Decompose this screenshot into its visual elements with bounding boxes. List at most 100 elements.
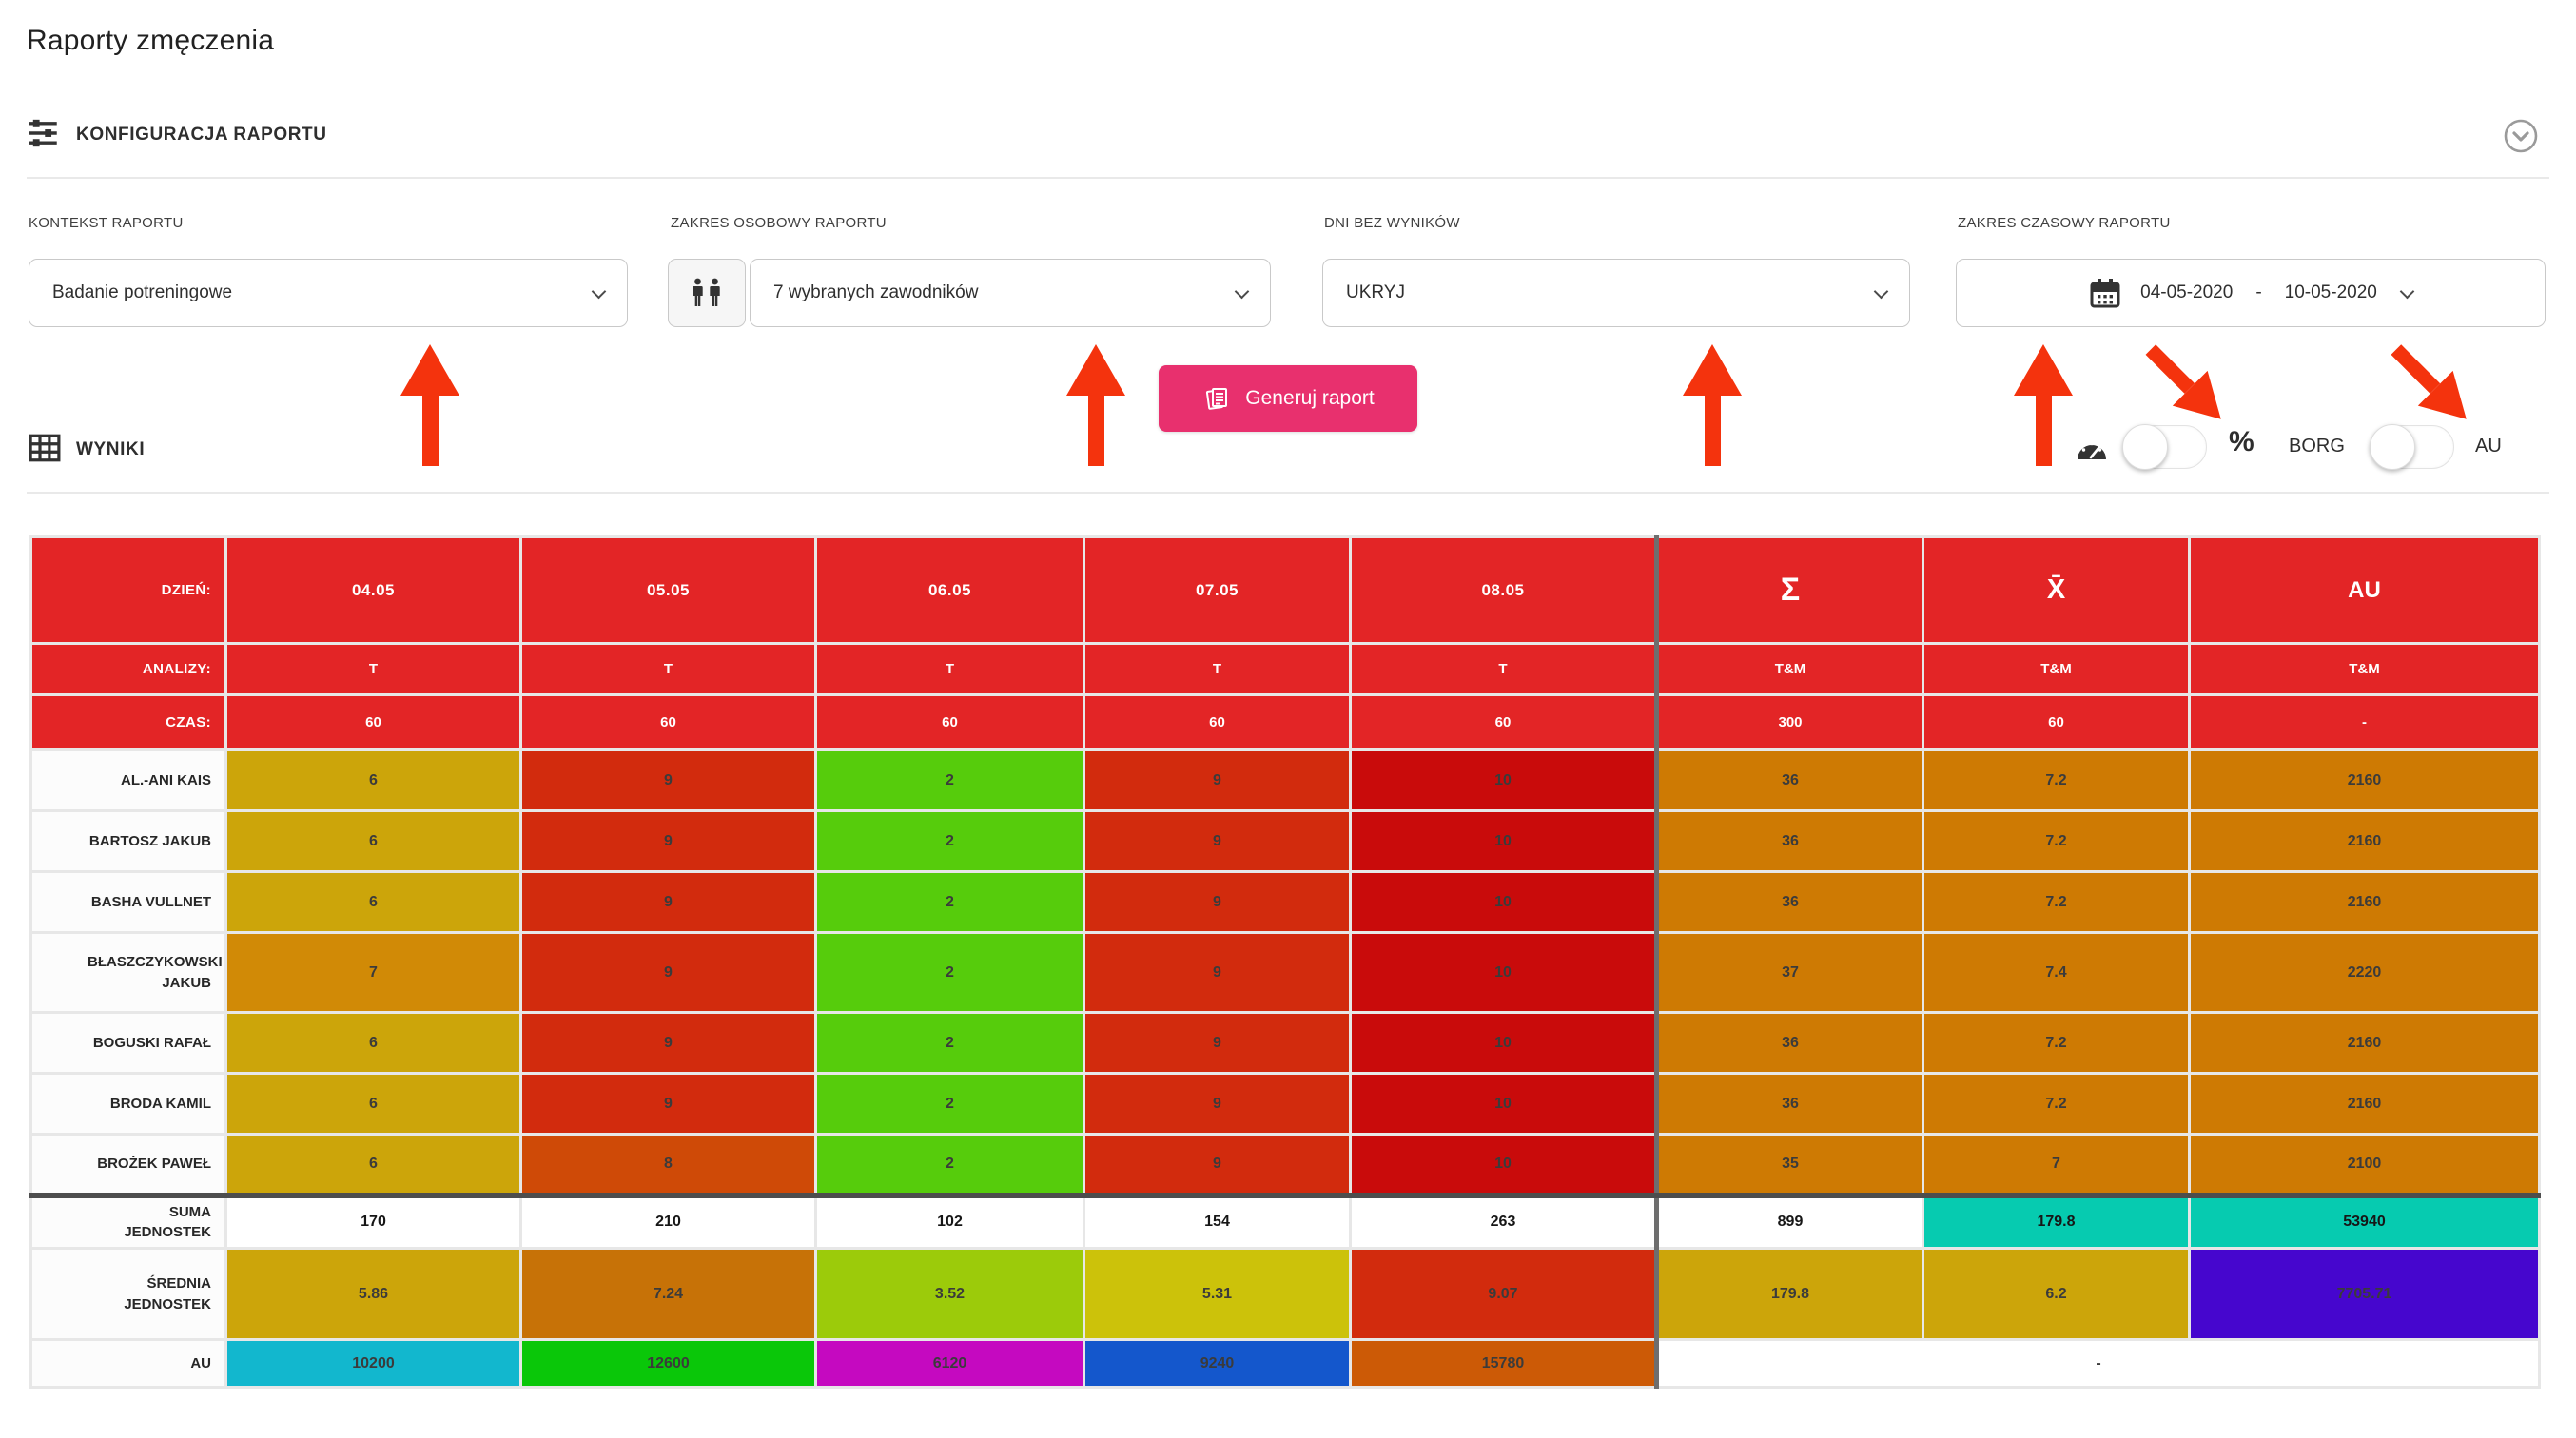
table-row: ŚREDNIA JEDNOSTEK 5.86 7.24 3.52 5.31 9.07 179…	[29, 1247, 2541, 1341]
result-cell: 9	[1083, 931, 1352, 1014]
analysis-cell: T	[1349, 642, 1658, 696]
row-label: ANALIZY:	[29, 642, 227, 696]
result-cell: 36	[1654, 809, 1924, 873]
result-cell: 6	[224, 809, 522, 873]
result-cell: 9	[519, 870, 817, 934]
result-cell: 36	[1654, 870, 1924, 934]
result-cell: 9	[519, 809, 817, 873]
summary-cell: 9.07	[1349, 1247, 1658, 1341]
results-table: DZIEŃ: 04.05 05.05 06.05 07.05 08.05 Σ X̄ AU ANAL…	[29, 535, 2541, 1389]
annotation-arrow-diagonal	[2379, 332, 2485, 437]
summary-cell: 263	[1349, 1192, 1658, 1250]
table-row: ANALIZY: T T T T T T&M T&M T&M	[29, 642, 2541, 696]
people-icon-box	[668, 259, 746, 327]
empty-days-select[interactable]: UKRYJ	[1322, 259, 1910, 327]
time-cell: 60	[519, 693, 817, 751]
summary-cell: 179.8	[1922, 1192, 2191, 1250]
result-cell: 6	[224, 1133, 522, 1196]
annotation-arrow-up	[1066, 344, 1125, 466]
summary-cell: 53940	[2188, 1192, 2541, 1250]
result-cell: 35	[1654, 1133, 1924, 1196]
analysis-cell: T	[814, 642, 1085, 696]
result-cell: 2	[814, 1133, 1085, 1196]
result-cell: 10	[1349, 931, 1658, 1014]
result-cell: 10	[1349, 870, 1658, 934]
time-cell: 60	[1349, 693, 1658, 751]
borg-au-toggle[interactable]	[2370, 424, 2454, 470]
analysis-cell: T	[1083, 642, 1352, 696]
col-header: 04.05	[224, 535, 522, 645]
people-icon	[690, 278, 724, 308]
summary-cell: 6120	[814, 1338, 1085, 1389]
col-header: Σ	[1654, 535, 1924, 645]
result-cell: 7.2	[1922, 748, 2191, 812]
table-row: CZAS: 60 60 60 60 60 300 60-	[29, 693, 2541, 751]
context-select[interactable]: Badanie potreningowe	[29, 259, 628, 327]
analysis-cell: T&M	[1654, 642, 1924, 696]
result-cell: 6	[224, 748, 522, 812]
analysis-cell: T&M	[1922, 642, 2191, 696]
collapse-chevron-icon[interactable]	[2502, 117, 2540, 155]
athletes-select[interactable]: 7 wybranych zawodników	[750, 259, 1271, 327]
summary-cell: 5.31	[1083, 1247, 1352, 1341]
summary-cell: 899	[1654, 1192, 1924, 1250]
result-cell: 10	[1349, 748, 1658, 812]
annotation-arrow-up	[2014, 344, 2073, 466]
col-header: X̄	[1922, 535, 2191, 645]
result-cell: 8	[519, 1133, 817, 1196]
result-cell: 9	[1083, 1011, 1352, 1075]
col-header: 08.05	[1349, 535, 1658, 645]
result-cell: 36	[1654, 748, 1924, 812]
col-header: 06.05	[814, 535, 1085, 645]
row-label: BASHA VULLNET	[29, 870, 227, 934]
percent-toggle[interactable]	[2122, 424, 2207, 470]
col-header: 05.05	[519, 535, 817, 645]
result-cell: 9	[1083, 870, 1352, 934]
page-title: Raporty zmęczenia	[27, 25, 275, 56]
summary-cell: 15780	[1349, 1338, 1658, 1389]
date-range-label: ZAKRES CZASOWY RAPORTU	[1958, 215, 2171, 231]
time-cell: -	[2188, 693, 2541, 751]
au-label: AU	[2475, 436, 2502, 457]
row-label: BŁASZCZYKOWSKI JAKUB	[29, 931, 227, 1014]
chevron-down-icon	[2399, 283, 2415, 299]
col-header-label: DZIEŃ:	[29, 535, 227, 645]
summary-cell: 5.86	[224, 1247, 522, 1341]
result-cell: 9	[1083, 748, 1352, 812]
annotation-arrow-up	[1683, 344, 1742, 466]
report-icon	[1201, 383, 1232, 414]
tune-icon	[27, 118, 59, 148]
row-label: CZAS:	[29, 693, 227, 751]
row-label: BRODA KAMIL	[29, 1072, 227, 1136]
summary-cell: 102	[814, 1192, 1085, 1250]
result-cell: 7.2	[1922, 870, 2191, 934]
result-cell: 2	[814, 1011, 1085, 1075]
time-cell: 300	[1654, 693, 1924, 751]
borg-label: BORG	[2289, 436, 2345, 457]
result-cell: 2	[814, 870, 1085, 934]
summary-cell: 9240	[1083, 1338, 1352, 1389]
analysis-cell: T&M	[2188, 642, 2541, 696]
athletes-select-value: 7 wybranych zawodników	[773, 282, 979, 302]
result-cell: 10	[1349, 1011, 1658, 1075]
result-cell: 2	[814, 931, 1085, 1014]
toggle-knob	[2370, 424, 2415, 470]
chevron-down-icon	[1873, 283, 1889, 300]
result-cell: 36	[1654, 1072, 1924, 1136]
row-label: BOGUSKI RAFAŁ	[29, 1011, 227, 1075]
result-cell: 7.2	[1922, 1011, 2191, 1075]
generate-report-button[interactable]: Generuj raport	[1159, 365, 1417, 432]
date-separator: -	[2255, 282, 2262, 302]
summary-cell: -	[1654, 1338, 2541, 1389]
result-cell: 9	[1083, 809, 1352, 873]
result-cell: 37	[1654, 931, 1924, 1014]
table-row: BARTOSZ JAKUB 6 9 2 9 10 36 7.2 2160	[29, 809, 2541, 873]
summary-cell: 12600	[519, 1338, 817, 1389]
divider	[27, 492, 2549, 494]
result-cell: 6	[224, 1011, 522, 1075]
result-cell: 7	[224, 931, 522, 1014]
date-range-picker[interactable]: 04-05-2020 - 10-05-2020	[1956, 259, 2546, 327]
summary-cell: 10200	[224, 1338, 522, 1389]
athletes-label: ZAKRES OSOBOWY RAPORTU	[671, 215, 887, 231]
row-label: BROŻEK PAWEŁ	[29, 1133, 227, 1196]
